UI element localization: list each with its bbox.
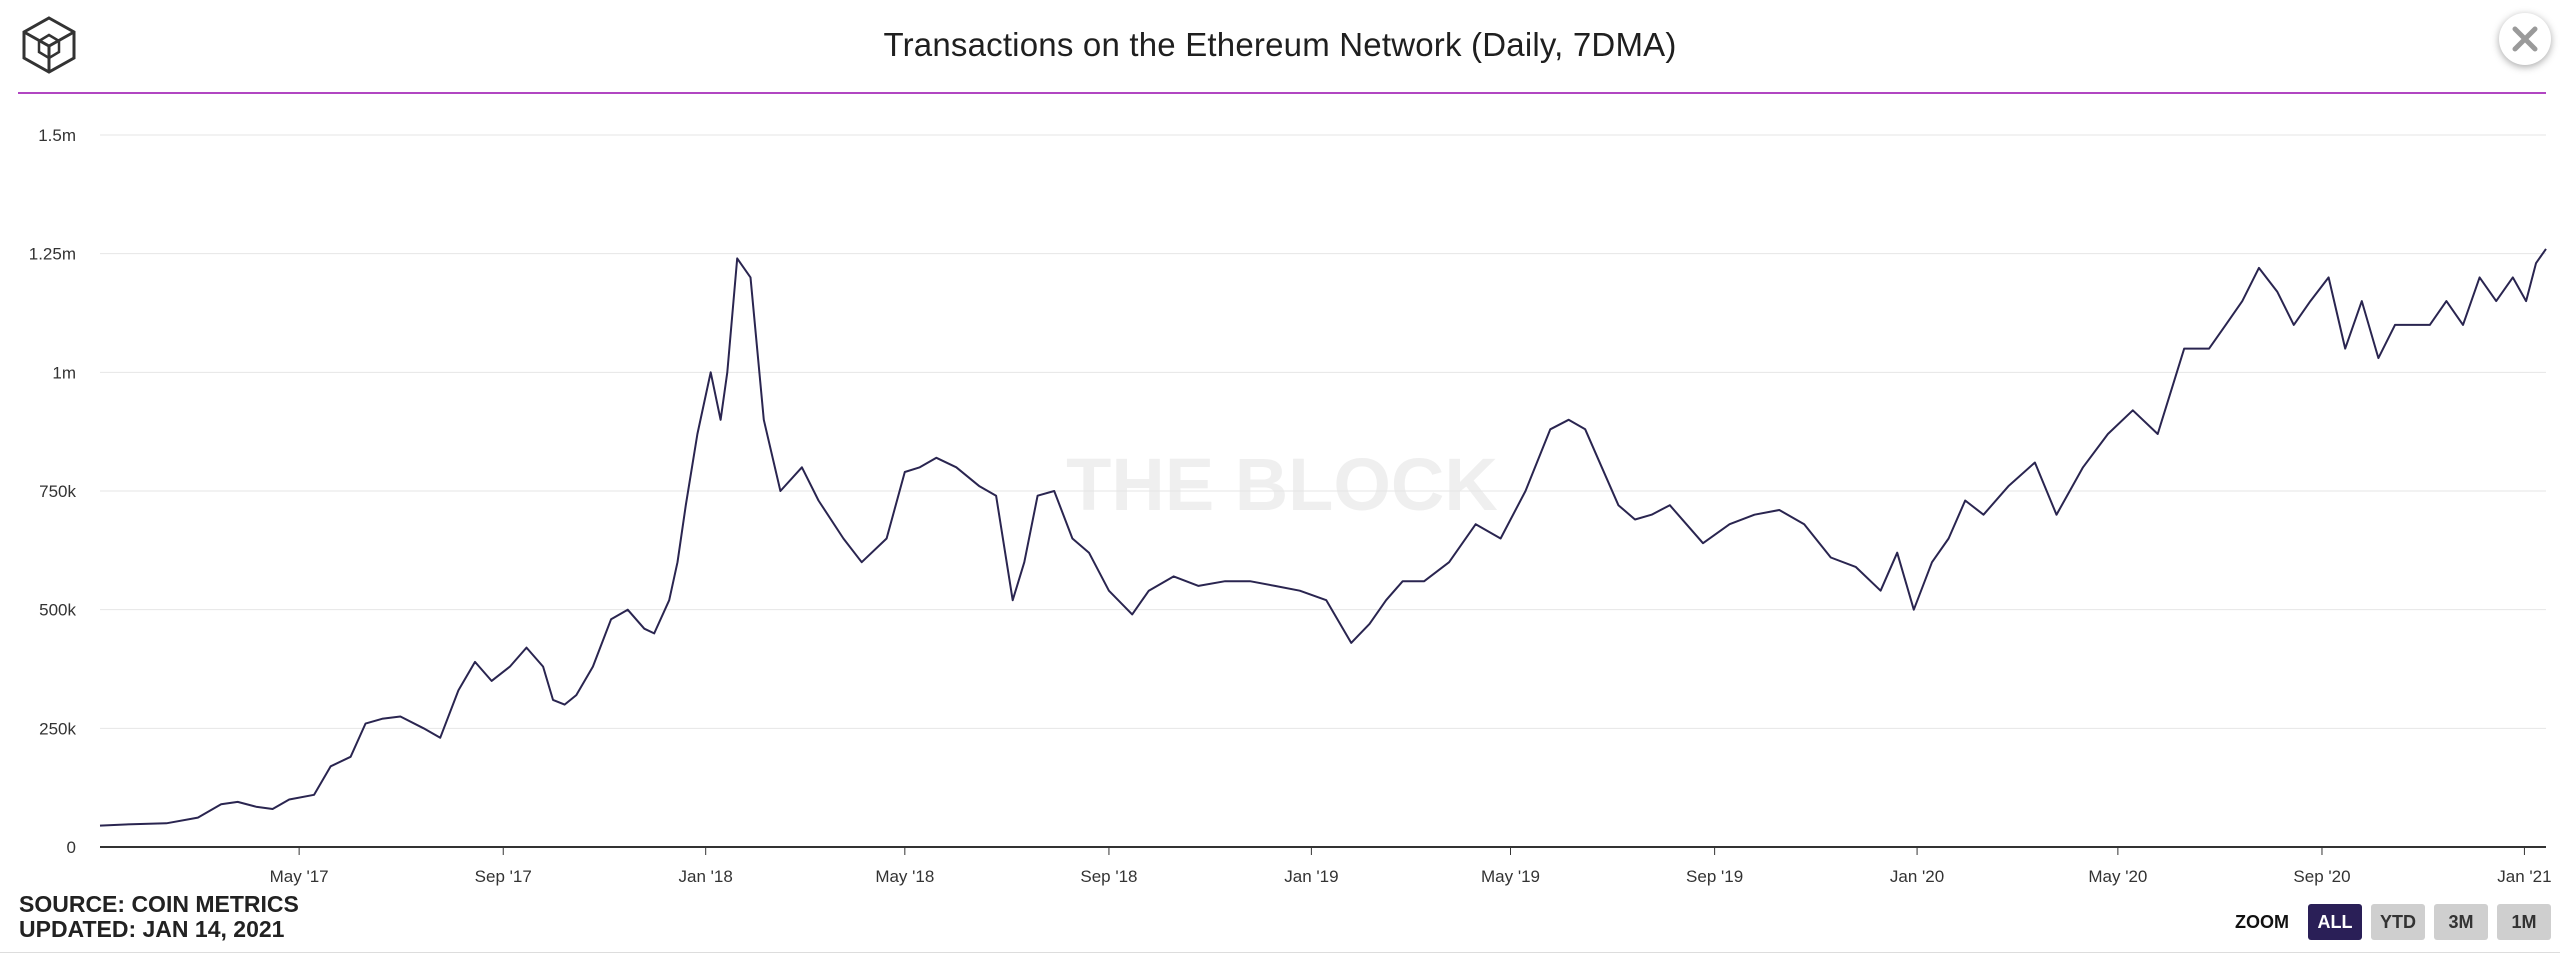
chart-header: Transactions on the Ethereum Network (Da…	[0, 0, 2560, 93]
zoom-all-button[interactable]: ALL	[2308, 904, 2362, 940]
close-button[interactable]	[2499, 13, 2551, 65]
x-tick-label: Sep '17	[475, 867, 532, 886]
series-line	[99, 248, 2547, 827]
close-icon	[2512, 26, 2538, 52]
chart-title: Transactions on the Ethereum Network (Da…	[883, 26, 1677, 63]
y-tick-label: 0	[67, 838, 76, 857]
x-tick-label: May '18	[875, 867, 934, 886]
source-label: SOURCE: COIN METRICS	[19, 891, 299, 917]
x-tick-label: Jan '20	[1890, 867, 1944, 886]
y-tick-label: 500k	[39, 601, 76, 620]
y-tick-label: 1m	[52, 363, 76, 382]
zoom-controls: ZOOM ALL YTD 3M 1M	[2235, 903, 2551, 941]
x-tick-label: May '17	[270, 867, 329, 886]
y-tick-label: 1.25m	[29, 245, 76, 264]
source-note: SOURCE: COIN METRICS UPDATED: JAN 14, 20…	[19, 892, 299, 942]
x-tick-label: Jan '18	[679, 867, 733, 886]
y-tick-label: 1.5m	[38, 126, 76, 145]
x-tick-label: May '20	[2088, 867, 2147, 886]
y-tick-label: 250k	[39, 719, 76, 738]
line-chart: THE BLOCK 0 250k 500k 750k 1m 1.25m 1.5m May '…	[29, 126, 2552, 886]
title-divider	[18, 92, 2546, 94]
zoom-1m-button[interactable]: 1M	[2497, 904, 2551, 940]
watermark: THE BLOCK	[1066, 443, 1498, 526]
x-tick-label: Jan '21	[2497, 867, 2551, 886]
y-tick-label: 750k	[39, 482, 76, 501]
zoom-3m-button[interactable]: 3M	[2434, 904, 2488, 940]
zoom-ytd-button[interactable]: YTD	[2371, 904, 2425, 940]
updated-label: UPDATED: JAN 14, 2021	[19, 916, 285, 942]
zoom-label: ZOOM	[2235, 911, 2289, 932]
the-block-cube-logo-icon	[22, 16, 76, 74]
bottom-rule	[0, 952, 2560, 953]
x-tick-label: Sep '20	[2293, 867, 2350, 886]
x-tick-label: Sep '18	[1080, 867, 1137, 886]
x-tick-label: Jan '19	[1284, 867, 1338, 886]
x-tick-label: May '19	[1481, 867, 1540, 886]
x-tick-label: Sep '19	[1686, 867, 1743, 886]
